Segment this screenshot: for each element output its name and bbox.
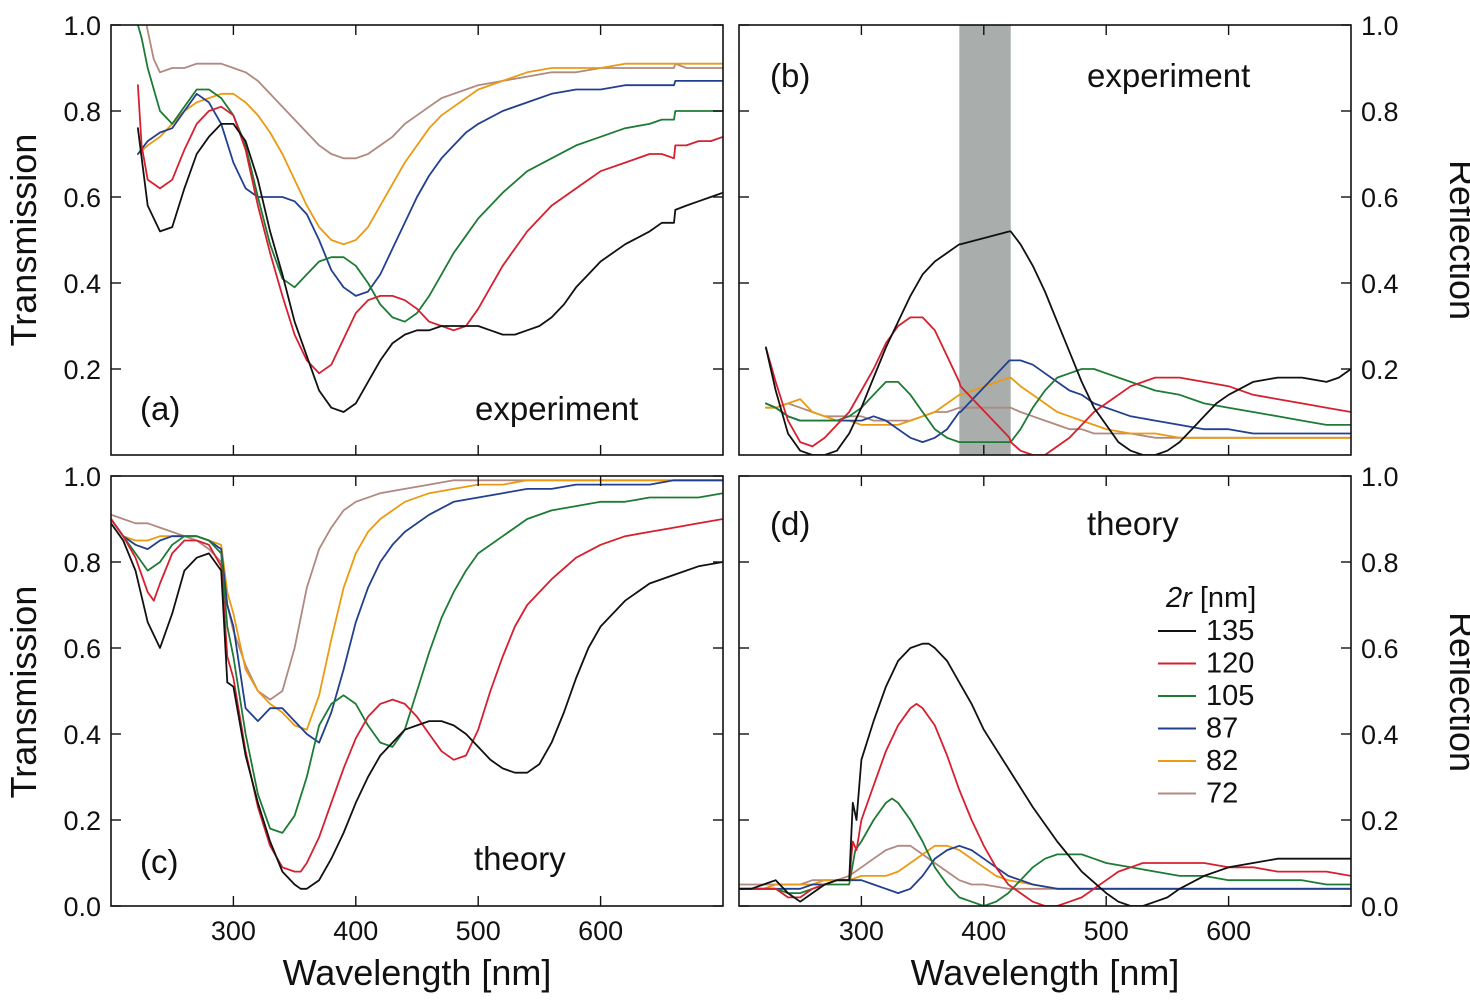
panel-b-label: (b): [770, 57, 810, 94]
panel-d-series-87: [739, 844, 1351, 894]
panel-c-y-tick-label: 0.0: [63, 892, 101, 922]
panel-a-series-72: [145, 25, 723, 160]
panel-b-y-tick-label: 1.0: [1361, 11, 1399, 41]
panel-a-y-tick-label: 0.6: [63, 183, 101, 213]
x-axis-title-right: Wavelength [nm]: [911, 952, 1180, 993]
panel-d-series-135: [739, 642, 1351, 906]
legend-entry-72: 72: [1206, 778, 1238, 810]
panel-a-label: (a): [140, 390, 180, 427]
panel-d-series-120: [739, 703, 1351, 906]
legend-entry-87: 87: [1206, 713, 1238, 745]
panel-b-y-tick-label: 0.4: [1361, 269, 1399, 299]
panel-b-y-tick-label: 0.8: [1361, 97, 1399, 127]
y-axis-title-right-top: Reflection: [1442, 160, 1470, 320]
panel-d-series-105: [739, 797, 1351, 906]
panel-a-y-tick-label: 1.0: [63, 11, 101, 41]
panel-a-frame: [110, 24, 724, 456]
legend-title: 2r [nm]: [1165, 582, 1256, 614]
panel-c-series-87: [111, 479, 723, 744]
panel-d-y-tick-label: 0.8: [1361, 548, 1399, 578]
panel-a-y-tick-label: 0.2: [63, 355, 101, 385]
panel-b-series-120: [765, 316, 1351, 455]
panel-b-series-87: [765, 359, 1351, 443]
panel-d-y-tick-label: 1.0: [1361, 462, 1399, 492]
panel-d-y-tick-label: 0.4: [1361, 720, 1399, 750]
panel-b-series-layer: [765, 230, 1351, 455]
legend-title-unit: [nm]: [1192, 582, 1256, 614]
panel-b: 0.2 0.4 0.6 0.8 1.0 (b) experiment: [738, 11, 1399, 456]
panel-c-series-135: [111, 522, 723, 890]
y-axis-title-left-bottom: Transmission: [3, 586, 44, 799]
panel-c-frame: [110, 475, 724, 907]
panel-a-series-82: [137, 62, 723, 246]
panel-c-x-tick-label: 500: [456, 916, 501, 946]
panel-d: 300 400 500 600 0.0 0.2 0.4 0.6 0.8 1.0 (d) theor…: [738, 462, 1399, 946]
panel-c-series-105: [111, 492, 723, 834]
panel-c-y-tick-label: 0.6: [63, 634, 101, 664]
panel-b-note: experiment: [1087, 57, 1250, 94]
panel-a-series-120: [137, 84, 723, 375]
panel-a-ticks: 0.2 0.4 0.6 0.8 1.0: [63, 11, 723, 455]
legend-title-variable: 2r: [1165, 582, 1193, 614]
x-axis-title-left: Wavelength [nm]: [283, 952, 552, 993]
panel-c-x-tick-label: 600: [578, 916, 623, 946]
panel-c-ticks: 300 400 500 600 0.0 0.2 0.4 0.6 0.8 1.0: [63, 462, 723, 946]
y-axis-title-left-top: Transmission: [3, 134, 44, 347]
legend-entry-105: 105: [1206, 680, 1254, 712]
panel-c-series-72: [111, 479, 723, 701]
panel-c: 300 400 500 600 0.0 0.2 0.4 0.6 0.8 1.0 (c) theor…: [63, 462, 724, 946]
panel-c-note: theory: [474, 840, 566, 877]
panel-b-shaded-band: [959, 25, 1011, 455]
legend-entry-82: 82: [1206, 745, 1238, 777]
y-axis-title-right-bottom: Reflection: [1442, 612, 1470, 772]
panel-a-y-tick-label: 0.8: [63, 97, 101, 127]
panel-a-y-tick-label: 0.4: [63, 269, 101, 299]
panel-a-series-105: [137, 25, 723, 323]
legend-entry-120: 120: [1206, 648, 1254, 680]
panel-c-y-tick-label: 0.2: [63, 806, 101, 836]
panel-c-series-120: [111, 518, 723, 873]
panel-d-y-tick-label: 0.2: [1361, 806, 1399, 836]
panel-c-x-tick-label: 300: [211, 916, 256, 946]
panel-b-series-82: [765, 376, 1351, 439]
legend-entry-135: 135: [1206, 615, 1254, 647]
panel-d-series-layer: [739, 642, 1351, 906]
panel-c-y-tick-label: 0.4: [63, 720, 101, 750]
panel-d-x-tick-label: 600: [1206, 916, 1251, 946]
panel-d-x-tick-label: 300: [839, 916, 884, 946]
panel-b-series-135: [765, 230, 1351, 455]
panel-b-y-tick-label: 0.6: [1361, 183, 1399, 213]
panel-b-ticks: 0.2 0.4 0.6 0.8 1.0: [739, 11, 1399, 455]
panel-d-y-tick-label: 0.6: [1361, 634, 1399, 664]
panel-c-y-tick-label: 1.0: [63, 462, 101, 492]
panel-a-note: experiment: [475, 390, 638, 427]
panel-d-x-tick-label: 400: [961, 916, 1006, 946]
panel-d-y-tick-label: 0.0: [1361, 892, 1399, 922]
panel-a-series-87: [137, 80, 723, 297]
panel-b-y-tick-label: 0.2: [1361, 355, 1399, 385]
panel-c-series-layer: [111, 479, 723, 890]
panel-c-x-tick-label: 400: [333, 916, 378, 946]
panel-d-note: theory: [1087, 505, 1179, 542]
panel-a-series-135: [137, 123, 723, 413]
panel-d-label: (d): [770, 505, 810, 542]
panel-a: 0.2 0.4 0.6 0.8 1.0 (a) experiment: [63, 11, 724, 456]
panel-c-label: (c): [140, 843, 178, 880]
panel-b-frame: [738, 24, 1352, 456]
panel-a-series-layer: [137, 25, 723, 413]
panel-d-ticks: 300 400 500 600 0.0 0.2 0.4 0.6 0.8 1.0: [739, 462, 1399, 946]
panel-d-frame: [738, 475, 1352, 907]
panel-c-y-tick-label: 0.8: [63, 548, 101, 578]
panel-d-x-tick-label: 500: [1084, 916, 1129, 946]
